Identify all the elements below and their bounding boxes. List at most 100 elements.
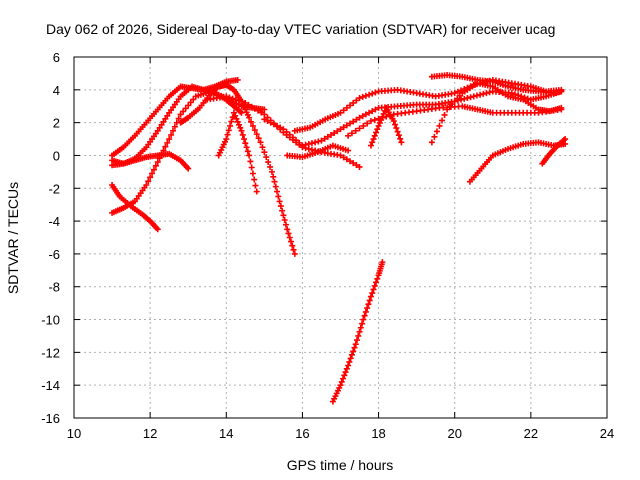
data-point xyxy=(428,139,435,146)
data-point xyxy=(224,131,231,138)
data-point xyxy=(293,137,300,144)
data-point xyxy=(147,174,154,181)
y-tick-label: -8 xyxy=(48,280,60,295)
data-point xyxy=(223,136,230,143)
data-point xyxy=(360,316,367,323)
data-point xyxy=(235,97,242,104)
data-point xyxy=(392,121,399,128)
data-point xyxy=(281,216,288,223)
data-point xyxy=(277,124,284,131)
x-tick-label: 10 xyxy=(67,426,81,441)
data-point xyxy=(356,163,363,170)
y-tick-label: -6 xyxy=(48,247,60,262)
data-point xyxy=(299,142,306,149)
data-point xyxy=(288,238,295,245)
data-point xyxy=(370,136,377,143)
data-point xyxy=(353,162,360,169)
data-point xyxy=(158,151,165,158)
data-point xyxy=(369,108,376,115)
data-point xyxy=(156,155,163,162)
data-point xyxy=(324,133,331,140)
data-point xyxy=(562,136,569,143)
data-point xyxy=(486,89,493,96)
data-point xyxy=(477,91,484,98)
data-point xyxy=(259,144,266,151)
data-point xyxy=(356,125,363,132)
data-point xyxy=(383,113,390,120)
data-point xyxy=(359,320,366,327)
data-point xyxy=(379,259,386,266)
data-point xyxy=(243,144,250,151)
data-point xyxy=(439,117,446,124)
data-point xyxy=(289,134,296,141)
x-tick-label: 24 xyxy=(600,426,614,441)
data-point xyxy=(290,246,297,253)
data-point xyxy=(230,109,237,116)
data-point xyxy=(249,170,256,177)
data-point xyxy=(279,207,286,214)
data-point xyxy=(175,115,182,122)
y-tick-label: -14 xyxy=(41,378,60,393)
data-point xyxy=(451,90,458,97)
data-point xyxy=(356,95,363,102)
data-point xyxy=(283,128,290,135)
data-point xyxy=(149,170,156,177)
data-point xyxy=(441,111,448,118)
y-tick-label: 2 xyxy=(53,116,60,131)
data-point xyxy=(347,120,354,127)
data-point xyxy=(265,159,272,166)
data-point xyxy=(284,226,291,233)
data-point xyxy=(182,105,189,112)
data-point xyxy=(154,159,161,166)
data-point xyxy=(454,88,461,95)
data-point xyxy=(348,130,355,137)
data-point xyxy=(261,116,268,123)
data-point xyxy=(247,158,254,165)
data-point xyxy=(461,95,468,102)
data-point xyxy=(343,365,350,372)
data-point xyxy=(258,109,265,116)
data-point xyxy=(364,120,371,127)
data-point xyxy=(340,124,347,131)
data-point xyxy=(345,362,352,369)
data-point xyxy=(464,95,471,102)
data-point xyxy=(242,140,249,147)
data-point xyxy=(390,117,397,124)
data-point xyxy=(275,193,282,200)
y-axis-label: SDTVAR / TECUs xyxy=(5,182,21,294)
y-tick-label: -10 xyxy=(41,313,60,328)
x-tick-labels: 10 12 14 16 18 20 22 24 xyxy=(67,426,614,441)
data-series-track-3 xyxy=(109,181,161,233)
data-point xyxy=(239,98,246,105)
data-point xyxy=(467,94,474,101)
data-point xyxy=(160,147,167,154)
data-point xyxy=(321,135,328,142)
data-point xyxy=(150,166,157,173)
data-point xyxy=(257,139,264,146)
data-point xyxy=(356,114,363,121)
data-point xyxy=(251,176,258,183)
data-point xyxy=(327,131,334,138)
data-point xyxy=(353,116,360,123)
data-point xyxy=(160,118,167,125)
data-point xyxy=(360,122,367,129)
data-point xyxy=(185,165,192,172)
data-point xyxy=(508,90,515,97)
data-point xyxy=(282,221,289,228)
data-point xyxy=(244,148,251,155)
data-point xyxy=(242,99,249,106)
data-point xyxy=(171,123,178,130)
data-series-track-15 xyxy=(428,72,565,97)
data-point xyxy=(370,286,377,293)
data-point xyxy=(274,188,281,195)
data-point xyxy=(264,117,271,124)
data-point xyxy=(227,122,234,129)
data-point xyxy=(369,139,376,146)
data-point xyxy=(253,188,260,195)
data-point xyxy=(228,118,235,125)
y-tick-label: 6 xyxy=(53,50,60,65)
data-point xyxy=(164,112,171,119)
data-point xyxy=(270,173,277,180)
data-point xyxy=(480,90,487,97)
